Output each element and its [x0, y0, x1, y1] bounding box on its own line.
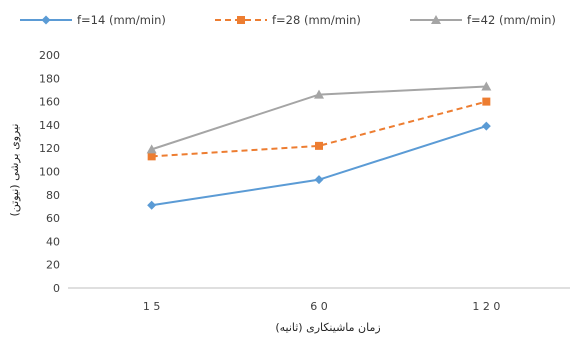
legend-item: f=28 (mm/min)	[215, 13, 361, 27]
data-point	[314, 89, 324, 99]
y-tick-label: 100	[39, 166, 60, 179]
y-tick-label: 0	[53, 282, 60, 295]
series-line	[151, 125, 487, 207]
legend: f=14 (mm/min) f=28 (mm/min) f=42 (mm/min)	[20, 13, 556, 27]
y-tick-label: 40	[46, 235, 60, 248]
series-layer	[146, 81, 492, 210]
legend-item: f=42 (mm/min)	[410, 13, 556, 27]
data-point	[482, 97, 491, 106]
series-3	[146, 81, 492, 154]
y-tick-label: 60	[46, 212, 60, 225]
y-tick-label: 20	[46, 259, 60, 272]
x-tick-label: 1 2 0	[472, 300, 500, 313]
y-tick-label: 200	[39, 49, 60, 62]
legend-marker	[41, 15, 51, 25]
legend-item: f=14 (mm/min)	[20, 13, 166, 27]
y-tick-label: 80	[46, 189, 60, 202]
x-tick-label: 1 5	[143, 300, 161, 313]
data-point	[147, 152, 156, 161]
legend-marker	[431, 15, 441, 24]
data-point	[481, 121, 491, 131]
series-2	[147, 97, 491, 161]
legend-label: f=28 (mm/min)	[272, 13, 361, 27]
data-point	[481, 81, 492, 91]
data-point	[146, 144, 157, 154]
y-axis-title: نیروی برشی (نیوتن)	[8, 124, 21, 217]
y-tick-label: 120	[39, 142, 60, 155]
y-tick-label: 140	[39, 119, 60, 132]
legend-label: f=42 (mm/min)	[467, 13, 556, 27]
x-axis-title: زمان ماشینکاری (ثانیه)	[275, 321, 380, 334]
y-tick-label: 160	[39, 96, 60, 109]
series-1	[147, 121, 491, 210]
data-point	[147, 200, 157, 210]
legend-marker	[237, 16, 245, 24]
series-line	[151, 100, 487, 158]
data-point	[315, 141, 323, 150]
data-point	[314, 175, 324, 185]
x-axis: 1 5 6 0 1 2 0	[68, 287, 570, 313]
y-tick-label: 180	[39, 72, 60, 85]
legend-label: f=14 (mm/min)	[77, 13, 166, 27]
x-tick-label: 6 0	[310, 300, 328, 313]
y-axis: 0 20 40 60 80 100 120 140 160 180 200	[39, 49, 60, 295]
